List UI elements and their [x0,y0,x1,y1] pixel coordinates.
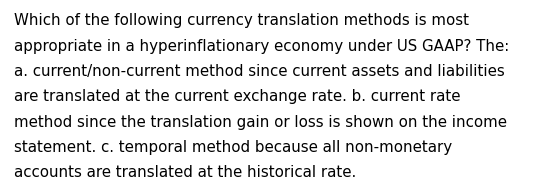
Text: are translated at the current exchange rate. b. current rate: are translated at the current exchange r… [14,89,460,104]
Text: a. current/non-current method since current assets and liabilities: a. current/non-current method since curr… [14,64,504,79]
Text: appropriate in a hyperinflationary economy under US GAAP? The:: appropriate in a hyperinflationary econo… [14,39,509,54]
Text: statement. c. temporal method because all non-monetary: statement. c. temporal method because al… [14,140,452,155]
Text: method since the translation gain or loss is shown on the income: method since the translation gain or los… [14,115,507,130]
Text: accounts are translated at the historical rate.: accounts are translated at the historica… [14,165,356,180]
Text: Which of the following currency translation methods is most: Which of the following currency translat… [14,13,469,28]
